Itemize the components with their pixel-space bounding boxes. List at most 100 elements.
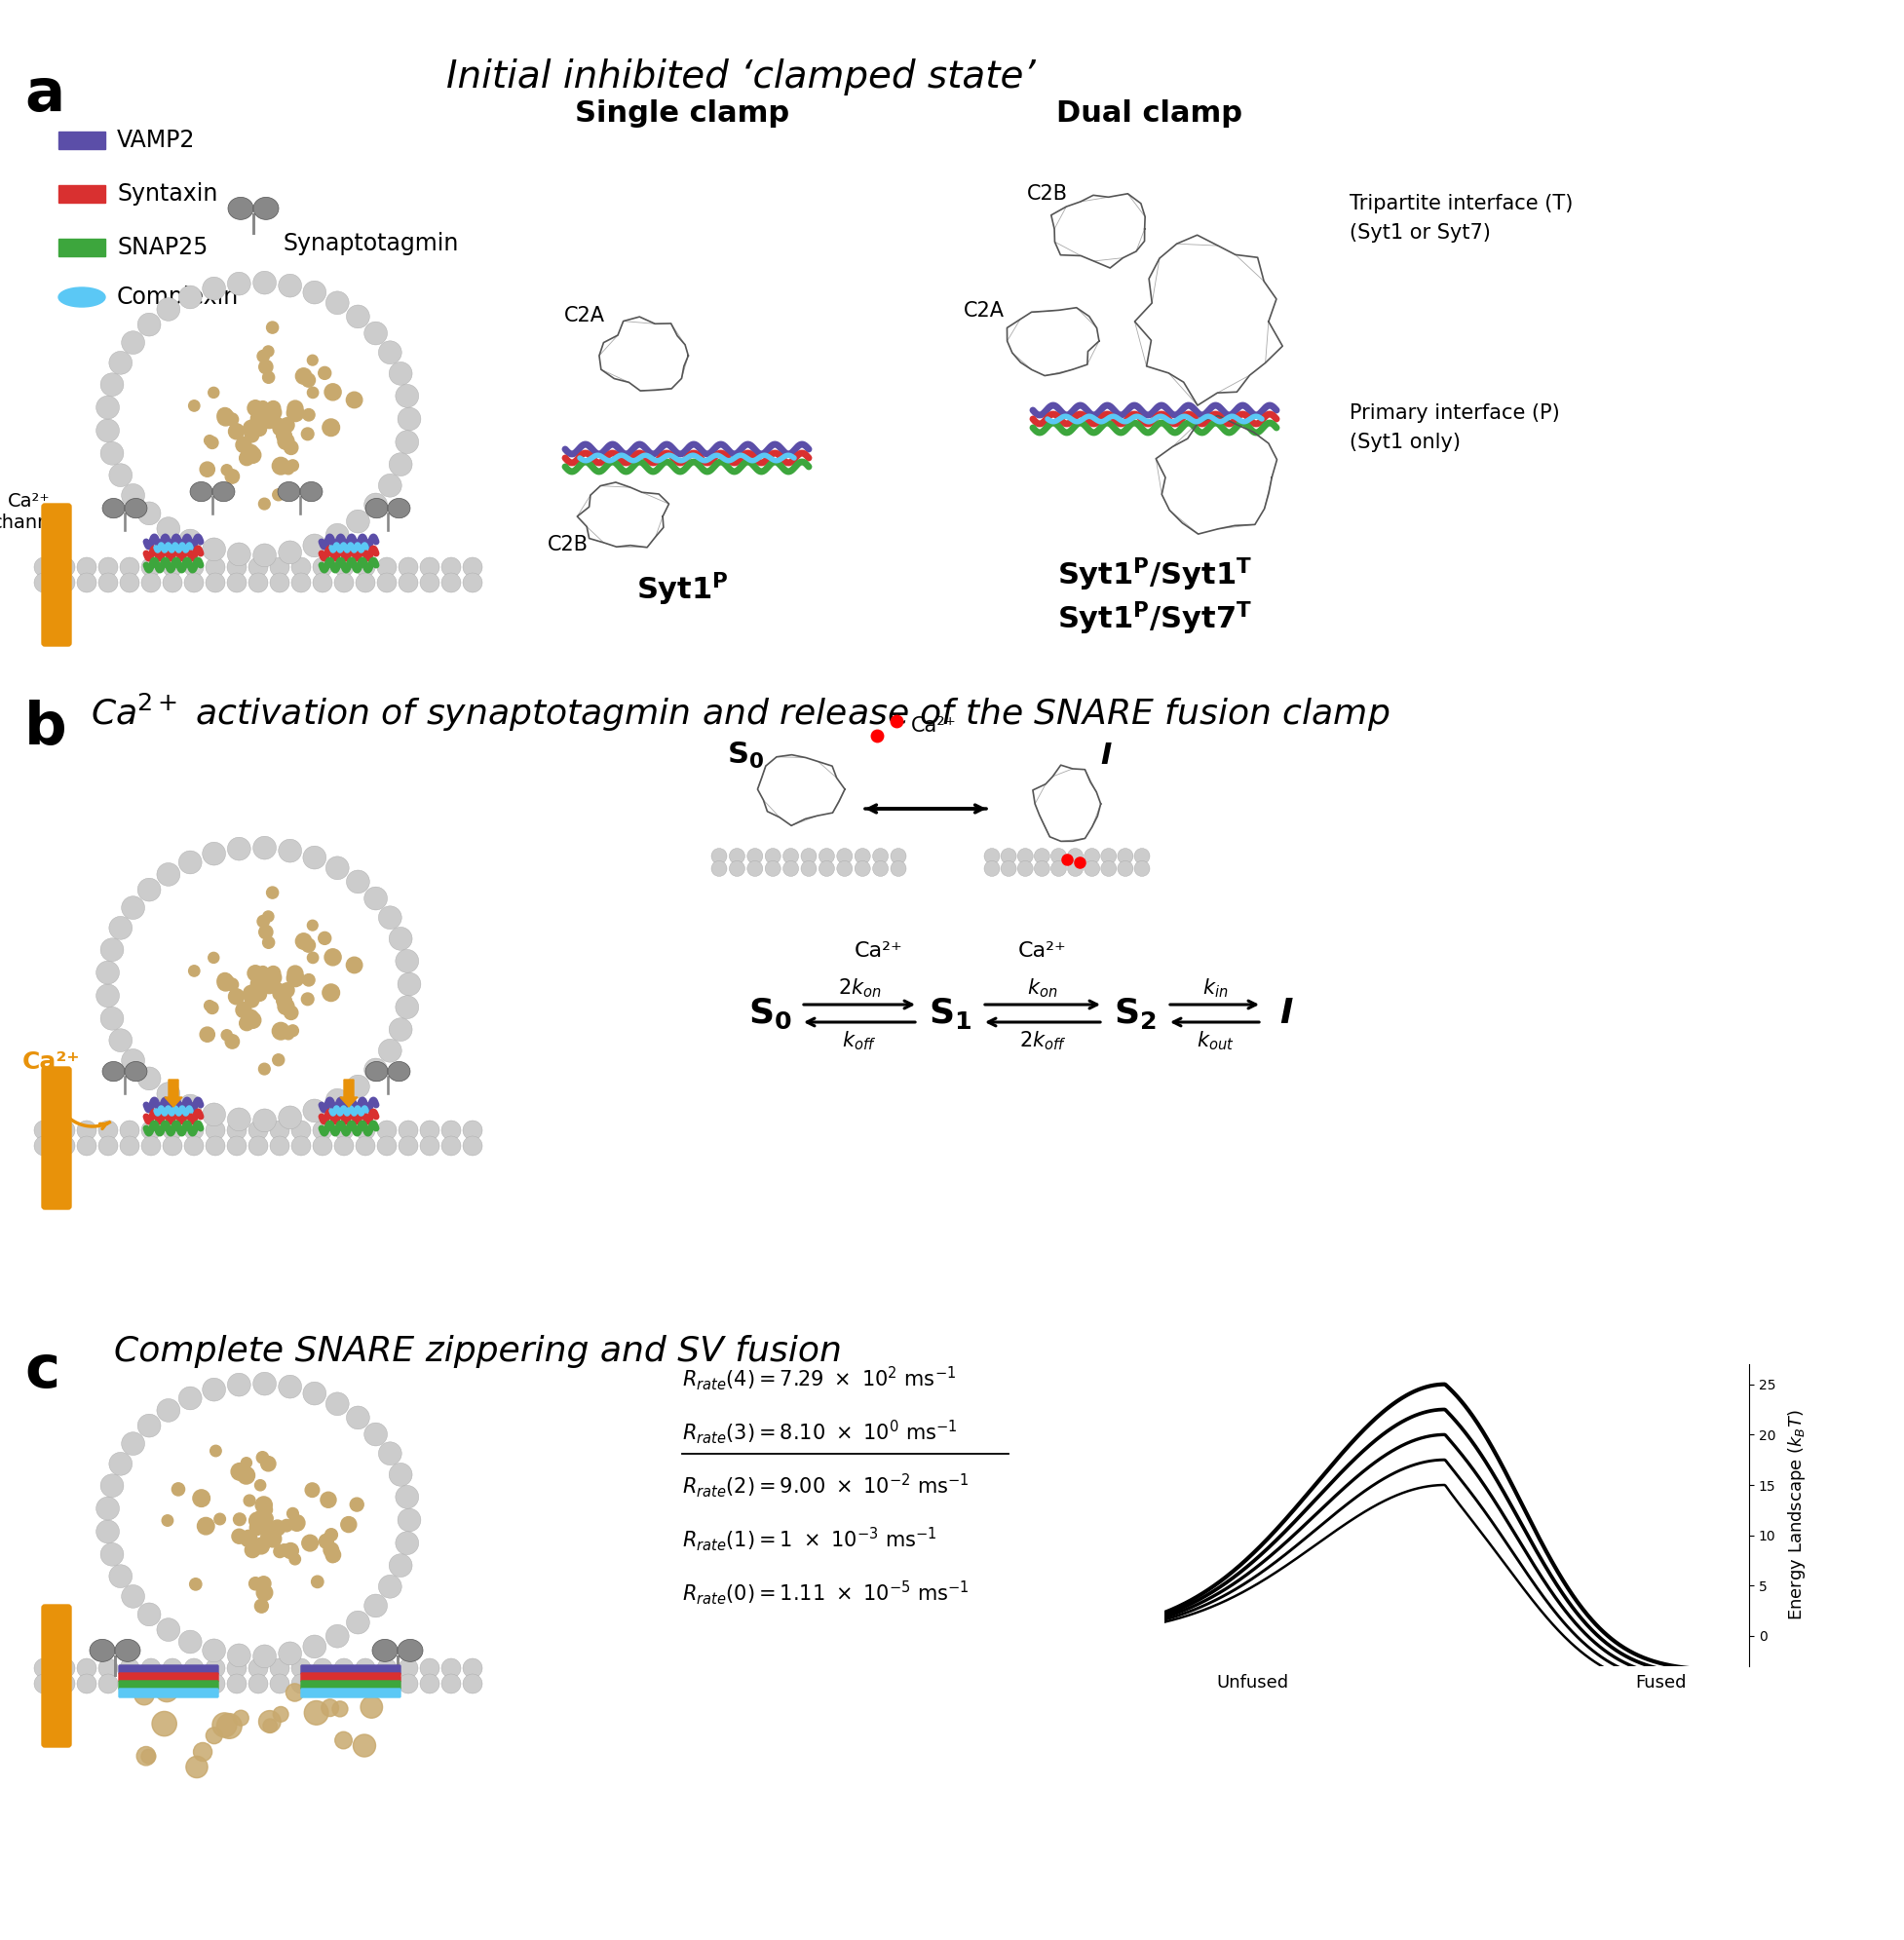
- Text: Single clamp: Single clamp: [575, 99, 790, 128]
- Circle shape: [227, 1674, 246, 1694]
- Circle shape: [272, 489, 284, 501]
- Text: Complexin: Complexin: [116, 285, 240, 308]
- Circle shape: [76, 1674, 97, 1694]
- Circle shape: [213, 1713, 236, 1736]
- Circle shape: [324, 384, 341, 400]
- Circle shape: [261, 413, 276, 429]
- Circle shape: [729, 848, 744, 863]
- Circle shape: [206, 1001, 219, 1015]
- Circle shape: [872, 848, 889, 863]
- Text: $R_{rate}(1) = 1\ \times\ 10^{-3}\ \mathrm{ms}^{-1}$: $R_{rate}(1) = 1\ \times\ 10^{-3}\ \math…: [682, 1525, 937, 1554]
- Text: $2k_{on}$: $2k_{on}$: [838, 976, 882, 999]
- Circle shape: [253, 1513, 268, 1529]
- Circle shape: [312, 572, 333, 592]
- Text: (Syt1 only): (Syt1 only): [1350, 433, 1460, 452]
- Circle shape: [99, 1137, 118, 1156]
- Circle shape: [291, 572, 310, 592]
- Circle shape: [156, 1399, 181, 1422]
- Circle shape: [270, 1521, 286, 1536]
- Circle shape: [463, 1674, 482, 1694]
- Circle shape: [265, 405, 282, 421]
- Circle shape: [234, 1513, 246, 1525]
- Circle shape: [326, 1548, 341, 1562]
- Circle shape: [227, 1374, 251, 1397]
- Circle shape: [217, 409, 234, 425]
- Circle shape: [1118, 848, 1133, 863]
- Circle shape: [185, 1137, 204, 1156]
- Text: $R_{rate}(4) = 7.29\ \times\ 10^2\ \mathrm{ms}^{-1}$: $R_{rate}(4) = 7.29\ \times\ 10^2\ \math…: [682, 1364, 956, 1393]
- Text: $k_{out}$: $k_{out}$: [1196, 1028, 1234, 1051]
- Circle shape: [855, 861, 870, 877]
- FancyBboxPatch shape: [118, 1680, 219, 1690]
- FancyBboxPatch shape: [301, 1672, 400, 1682]
- Circle shape: [109, 1028, 131, 1051]
- Circle shape: [135, 1686, 154, 1705]
- Circle shape: [120, 572, 139, 592]
- Circle shape: [307, 388, 318, 398]
- Circle shape: [320, 1492, 337, 1507]
- Text: (Syt1 or Syt7): (Syt1 or Syt7): [1350, 223, 1491, 242]
- Circle shape: [326, 524, 348, 547]
- Circle shape: [55, 1137, 74, 1156]
- Circle shape: [303, 846, 326, 869]
- Circle shape: [109, 1453, 131, 1476]
- Circle shape: [34, 1137, 53, 1156]
- Circle shape: [227, 413, 238, 425]
- Text: Initial inhibited ‘clamped state’: Initial inhibited ‘clamped state’: [446, 58, 1036, 95]
- Circle shape: [347, 1075, 369, 1098]
- Circle shape: [217, 407, 232, 423]
- Circle shape: [248, 400, 263, 415]
- Circle shape: [251, 411, 267, 427]
- Ellipse shape: [213, 481, 234, 502]
- Circle shape: [162, 1137, 183, 1156]
- Circle shape: [301, 939, 316, 953]
- Circle shape: [289, 1515, 305, 1531]
- Circle shape: [259, 1504, 272, 1517]
- Circle shape: [202, 277, 225, 301]
- Text: C2B: C2B: [1026, 184, 1068, 204]
- Circle shape: [356, 1121, 375, 1141]
- Circle shape: [109, 464, 131, 487]
- FancyBboxPatch shape: [118, 1688, 219, 1698]
- Circle shape: [185, 1659, 204, 1678]
- Circle shape: [244, 1535, 255, 1546]
- Text: $k_{on}$: $k_{on}$: [1028, 976, 1059, 999]
- Circle shape: [227, 272, 251, 295]
- Circle shape: [265, 1531, 282, 1548]
- Circle shape: [322, 984, 339, 1001]
- Circle shape: [238, 1467, 255, 1484]
- Circle shape: [263, 1521, 278, 1535]
- Circle shape: [303, 974, 314, 986]
- Circle shape: [398, 407, 421, 431]
- Circle shape: [137, 1602, 160, 1626]
- Circle shape: [246, 1542, 261, 1558]
- Circle shape: [347, 956, 362, 974]
- FancyBboxPatch shape: [118, 1665, 219, 1674]
- Circle shape: [379, 1575, 402, 1599]
- Circle shape: [379, 341, 402, 365]
- Circle shape: [137, 1746, 156, 1765]
- Circle shape: [179, 1630, 202, 1653]
- Circle shape: [240, 450, 253, 466]
- FancyBboxPatch shape: [42, 504, 70, 646]
- Circle shape: [272, 1053, 284, 1065]
- Circle shape: [819, 861, 834, 877]
- Circle shape: [76, 1121, 97, 1141]
- Circle shape: [379, 1040, 402, 1063]
- Circle shape: [356, 1659, 375, 1678]
- Circle shape: [244, 1496, 255, 1505]
- Ellipse shape: [253, 198, 278, 219]
- Circle shape: [442, 1674, 461, 1694]
- Circle shape: [101, 1474, 124, 1498]
- Circle shape: [379, 473, 402, 497]
- Text: VAMP2: VAMP2: [116, 128, 196, 151]
- Circle shape: [255, 1496, 272, 1513]
- Circle shape: [248, 989, 261, 1003]
- Circle shape: [1051, 848, 1066, 863]
- Circle shape: [261, 978, 276, 993]
- Circle shape: [335, 557, 354, 576]
- Circle shape: [122, 896, 145, 920]
- Circle shape: [802, 861, 817, 877]
- Circle shape: [1017, 861, 1034, 877]
- Circle shape: [335, 572, 354, 592]
